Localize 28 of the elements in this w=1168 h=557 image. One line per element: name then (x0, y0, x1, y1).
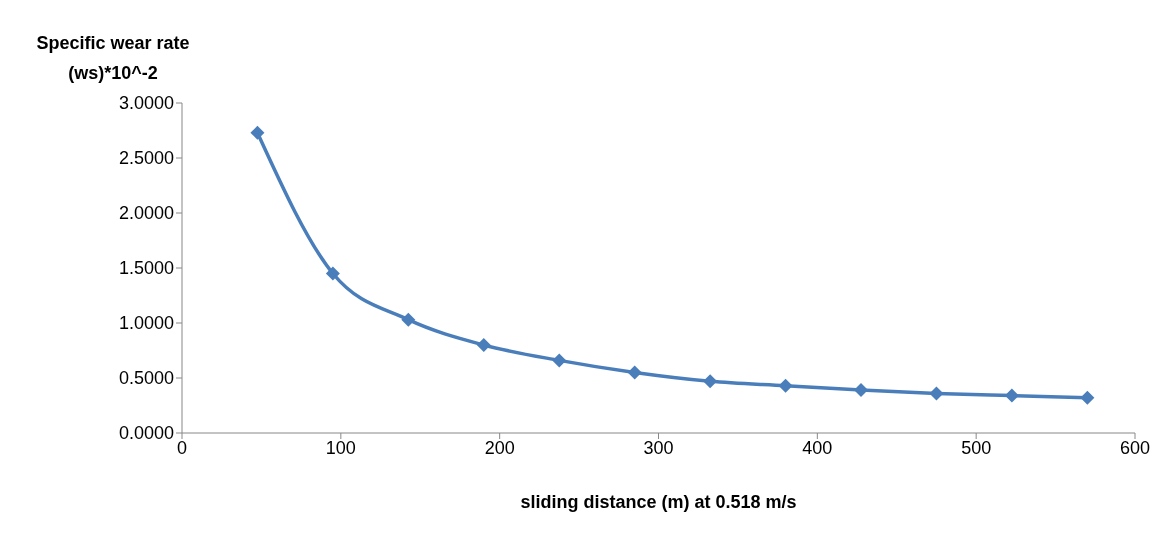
x-tick-label: 200 (484, 437, 515, 458)
y-tick-label: 2.5000 (118, 148, 174, 169)
point (929, 386, 944, 401)
point (250, 125, 265, 140)
y-tick-label: 3.0000 (118, 93, 174, 114)
y-axis-title: Specific wear rate (ws)*10^-2 (35, 32, 191, 85)
point (476, 338, 491, 352)
x-tick-label: 0 (176, 437, 188, 458)
point (325, 266, 340, 281)
point (552, 353, 567, 368)
point (778, 378, 793, 393)
x-axis-title: sliding distance (m) at 0.518 m/s (520, 492, 797, 512)
point (854, 383, 869, 398)
x-tick-label: 300 (643, 437, 674, 458)
point (703, 374, 718, 389)
x-tick-label: 600 (1119, 437, 1151, 458)
point (627, 365, 642, 380)
x-tick-label: 400 (802, 437, 833, 458)
y-tick-label: 1.0000 (118, 313, 174, 334)
y-tick-label: 1.5000 (118, 258, 174, 279)
x-tick-label: 500 (961, 437, 992, 458)
y-tick-label: 0.0000 (118, 423, 174, 444)
x-tick-label: 100 (325, 437, 356, 458)
point (401, 312, 416, 327)
y-tick-label: 0.5000 (118, 368, 174, 389)
point (1004, 388, 1019, 403)
y-tick-label: 2.0000 (118, 203, 174, 224)
point (1080, 390, 1095, 405)
